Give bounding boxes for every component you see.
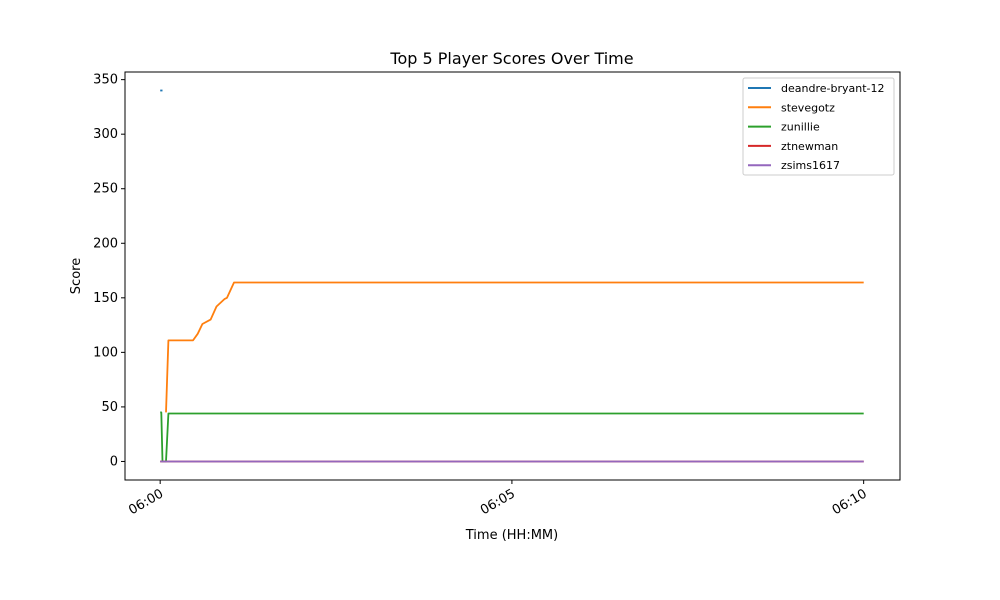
legend-item: stevegotz [748,101,835,114]
chart-title: Top 5 Player Scores Over Time [389,49,633,68]
y-tick-label: 250 [93,182,118,197]
legend-box [742,77,895,176]
y-tick-label: 50 [101,400,118,415]
legend: deandre-bryant-12 stevegotz zunillie ztnewm… [742,77,895,176]
y-tick-label: 300 [93,127,118,142]
y-tick-label: 150 [93,291,118,306]
legend-item: ztnewman [748,140,838,153]
y-tick-label: 0 [110,454,118,469]
legend-label: deandre-bryant-12 [781,82,884,95]
legend-item: deandre-bryant-12 [748,82,884,95]
plot-area: 0 50 100 150 200 250 300 350 06:00 06:05 06:10 dean… [93,71,901,518]
x-tick-label: 06:00 [126,486,166,518]
y-tick-label: 350 [93,73,118,88]
y-axis-label: Score [69,258,84,294]
y-tick-label: 100 [93,345,118,360]
series-line-stevegotz [165,281,864,413]
x-tick-label: 06:10 [830,486,870,518]
y-tick-label: 200 [93,236,118,251]
plot-frame [124,71,901,481]
legend-label: zunillie [781,121,820,134]
legend-label: ztnewman [781,140,838,153]
series-line-zunillie [160,411,864,463]
legend-item: zsims1617 [748,159,840,172]
legend-label: zsims1617 [781,159,840,172]
legend-label: stevegotz [781,101,835,114]
x-tick-label: 06:05 [478,486,518,518]
legend-item: zunillie [748,121,820,134]
x-axis-label: Time (HH:MM) [465,528,558,543]
